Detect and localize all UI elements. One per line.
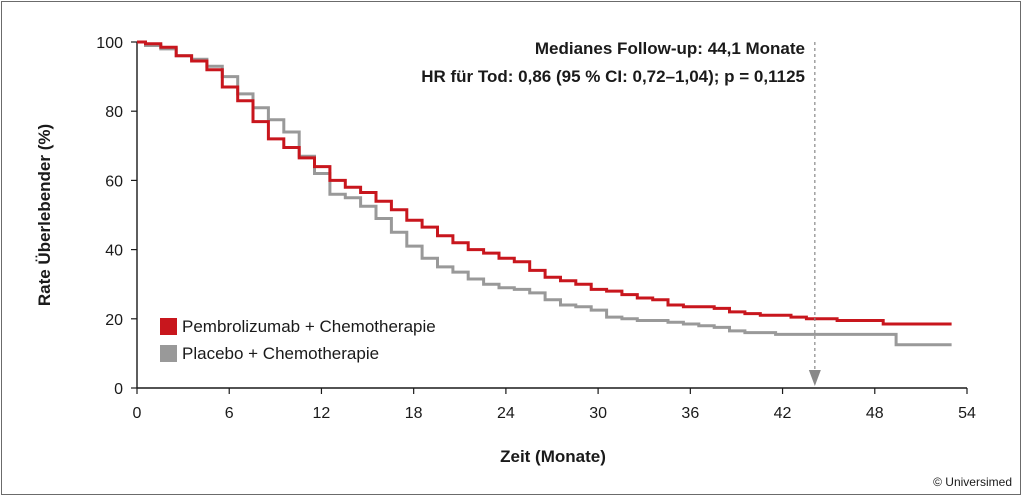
y-tick-label: 40 [105, 243, 123, 260]
series-layer [137, 40, 952, 347]
x-ticks: 0 6 12 18 24 30 36 42 48 54 [133, 388, 976, 422]
series-line-placebo [137, 40, 952, 347]
x-tick-label: 30 [589, 405, 607, 422]
x-tick-label: 24 [497, 405, 515, 422]
annotation-hazard-ratio: HR für Tod: 0,86 (95 % CI: 0,72–1,04); p… [421, 67, 805, 86]
legend-swatch-pembrolizumab [160, 318, 177, 335]
x-tick-label: 36 [681, 405, 699, 422]
series-line-pembrolizumab [137, 40, 952, 326]
y-tick-label: 0 [114, 381, 123, 398]
y-tick-label: 60 [105, 173, 123, 190]
legend: Pembrolizumab + Chemotherapie Placebo + … [160, 317, 436, 363]
copyright-credit: © Universimed [933, 475, 1012, 489]
x-tick-label: 42 [774, 405, 792, 422]
legend-label-pembrolizumab: Pembrolizumab + Chemotherapie [182, 317, 436, 336]
x-tick-label: 48 [866, 405, 884, 422]
y-tick-label: 20 [105, 312, 123, 329]
annotation-followup: Medianes Follow-up: 44,1 Monate [535, 39, 805, 58]
x-tick-label: 18 [405, 405, 423, 422]
y-ticks: 0 20 40 60 80 100 [96, 35, 137, 398]
x-axis-title: Zeit (Monate) [500, 447, 606, 466]
y-axis-title: Rate Überlebender (%) [35, 124, 54, 306]
legend-label-placebo: Placebo + Chemotherapie [182, 344, 379, 363]
legend-swatch-placebo [160, 345, 177, 362]
y-tick-label: 80 [105, 104, 123, 121]
x-tick-label: 0 [133, 405, 142, 422]
x-tick-label: 12 [313, 405, 331, 422]
x-tick-label: 54 [958, 405, 976, 422]
median-followup-arrowhead [808, 370, 821, 386]
y-tick-label: 100 [96, 35, 123, 52]
x-tick-label: 6 [225, 405, 234, 422]
